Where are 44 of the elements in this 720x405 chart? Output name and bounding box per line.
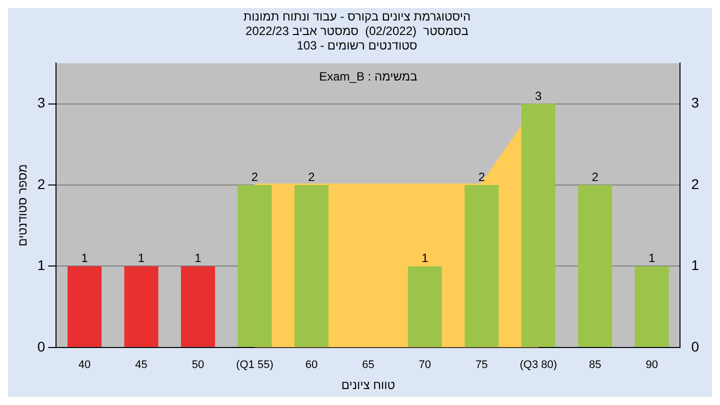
data-label: 2 bbox=[251, 170, 258, 184]
data-label: 2 bbox=[308, 170, 316, 184]
bar bbox=[294, 185, 328, 347]
x-tick-label: 40 bbox=[78, 359, 91, 372]
data-label: 1 bbox=[422, 251, 429, 266]
x-tick-label: 50 bbox=[192, 359, 204, 372]
y2-tick-label: 0 bbox=[691, 338, 700, 354]
bar bbox=[634, 266, 669, 347]
data-label: 1 bbox=[138, 251, 145, 266]
x-axis-title: טווח ציונים bbox=[341, 378, 396, 392]
data-label: 1 bbox=[81, 251, 88, 266]
x-tick-label: 90 bbox=[646, 359, 658, 372]
data-label: 3 bbox=[535, 88, 542, 103]
bar bbox=[521, 104, 556, 347]
y-tick-label: 1 bbox=[37, 257, 46, 274]
y-tick-label: 2 bbox=[37, 176, 46, 192]
data-label: 1 bbox=[648, 251, 656, 266]
annotation: Exam_B : במשימה bbox=[319, 70, 418, 84]
x-tick-label: 60 bbox=[305, 359, 318, 372]
x-tick-label: 65 bbox=[362, 359, 374, 372]
y-tick-label: 0 bbox=[37, 338, 46, 354]
y2-tick-label: 1 bbox=[691, 257, 700, 274]
data-label: 1 bbox=[194, 251, 202, 266]
bar bbox=[578, 185, 612, 347]
y-axis-title: מספר סטודנטים bbox=[16, 164, 30, 246]
x-tick-label: 75 bbox=[476, 359, 488, 372]
x-tick-label: (Q3 80) bbox=[520, 359, 558, 372]
data-label: 2 bbox=[592, 170, 599, 184]
bar bbox=[68, 266, 102, 347]
bar bbox=[464, 185, 499, 347]
x-tick-label: 85 bbox=[588, 359, 602, 372]
y2-tick-label: 2 bbox=[691, 176, 700, 192]
bar bbox=[238, 185, 272, 347]
bar bbox=[124, 266, 158, 347]
chart-subtitle: בסמסטר (02/2022) סמסטר אביב 2022/23 סטודנטים רשומים - 103 bbox=[246, 24, 468, 52]
x-tick-label: (Q1 55) bbox=[236, 359, 274, 372]
bar bbox=[408, 266, 442, 347]
y-tick-label: 3 bbox=[37, 94, 46, 111]
data-label: 2 bbox=[478, 170, 486, 184]
chart-title: היסטוגרמת ציונים בקורס - עבוד ונתוח תמונות bbox=[243, 10, 471, 24]
y2-tick-label: 3 bbox=[691, 94, 700, 111]
bar bbox=[180, 266, 216, 347]
x-tick-label: 70 bbox=[418, 359, 432, 372]
x-tick-label: 45 bbox=[135, 359, 148, 372]
